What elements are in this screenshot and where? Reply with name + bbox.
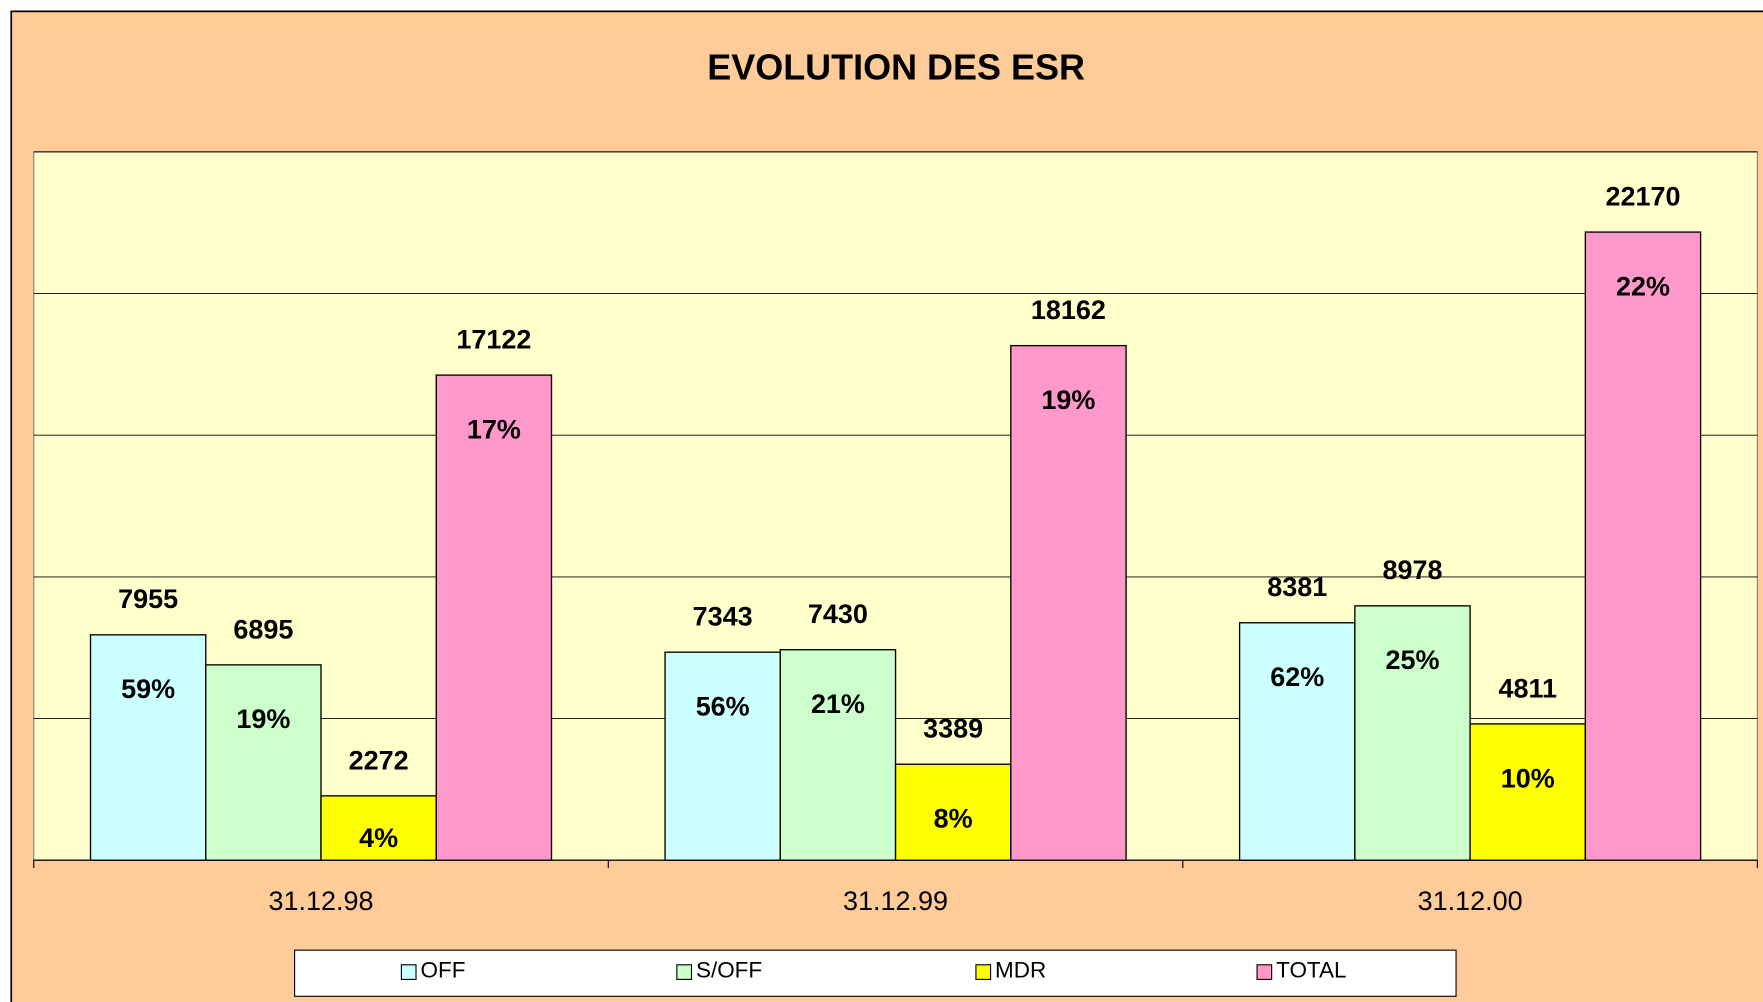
legend-label: TOTAL [1276,957,1346,982]
legend-label: MDR [995,957,1046,982]
share-label: 22% [1616,271,1670,301]
bar [1010,344,1127,861]
value-label: 17122 [456,324,531,354]
value-label: 7430 [808,599,868,629]
value-label: 4811 [1498,673,1557,703]
bar [435,374,553,861]
bar [205,664,322,861]
share-label: 56% [696,692,750,722]
legend-swatch [975,964,992,980]
share-label: 10% [1501,763,1555,793]
legend-label: OFF [421,957,466,982]
chart-title: EVOLUTION DES ESR [707,46,1085,87]
legend-swatch [400,964,417,980]
value-label: 3389 [923,714,983,744]
value-label: 2272 [349,745,409,775]
share-label: 19% [236,704,290,734]
share-label: 4% [359,823,398,853]
share-label: 17% [467,414,521,444]
bar [1469,723,1587,861]
bar [1354,605,1471,861]
bar [1238,622,1356,861]
legend-label: S/OFF [696,957,762,982]
value-label: 7955 [118,584,178,614]
value-label: 18162 [1031,295,1106,325]
bar [1584,231,1702,861]
value-label: 8381 [1267,572,1327,602]
x-tick-label: 31.12.99 [843,886,948,916]
share-label: 21% [811,689,865,719]
x-tick-label: 31.12.98 [269,886,374,916]
legend-swatch [1256,964,1273,980]
bar [89,634,207,861]
value-label: 6895 [233,614,293,644]
share-label: 25% [1385,645,1439,675]
legend-swatch [676,964,693,980]
share-label: 59% [121,674,175,704]
share-label: 8% [934,804,973,834]
bar [779,649,897,861]
value-label: 8978 [1382,555,1442,585]
value-label: 7343 [693,602,753,632]
share-label: 62% [1270,662,1324,692]
value-label: 22170 [1605,181,1680,211]
bar [320,795,437,861]
share-label: 19% [1041,385,1095,415]
x-tick-label: 31.12.00 [1418,886,1523,916]
bar [894,763,1012,861]
bar [664,651,781,861]
